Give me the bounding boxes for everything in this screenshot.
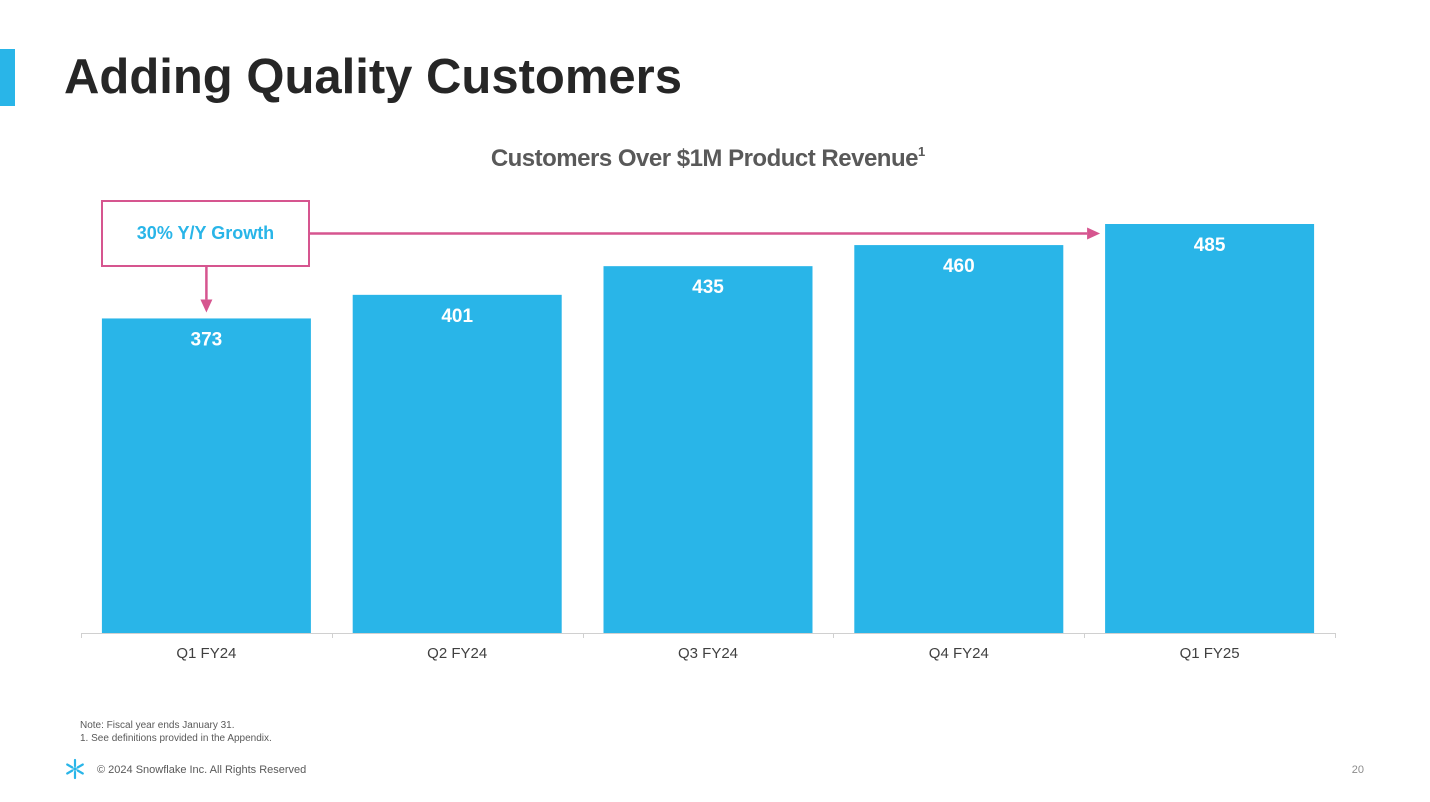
bar-value-label: 435 [692, 277, 724, 298]
growth-arrow-head-down [200, 299, 213, 313]
chart-title-text: Customers Over $1M Product Revenue [490, 145, 919, 172]
bar-q2-fy24 [352, 294, 562, 633]
x-tick-label: Q1 FY24 [176, 645, 236, 662]
title-accent-bar [0, 49, 15, 106]
copyright-text: © 2024 Snowflake Inc. All Rights Reserve… [97, 764, 307, 776]
x-tick-label: Q3 FY24 [678, 645, 738, 662]
page-number: 20 [1351, 764, 1364, 776]
bar-q1-fy25 [1105, 224, 1315, 633]
x-tick-label: Q1 FY25 [1180, 645, 1240, 662]
chart-title: Customers Over $1M Product Revenue1 [0, 144, 1416, 173]
x-tick-label: Q4 FY24 [929, 645, 989, 662]
bar-value-label: 485 [1194, 235, 1226, 256]
x-tick-label: Q2 FY24 [427, 645, 487, 662]
chart-title-footnote-marker: 1 [917, 144, 926, 159]
bar-value-label: 373 [191, 329, 223, 350]
growth-arrow-head-right [1087, 227, 1101, 240]
fiscal-year-note: Note: Fiscal year ends January 31. [80, 720, 235, 731]
bar-q4-fy24 [854, 245, 1064, 634]
bar-q1-fy24 [101, 318, 311, 633]
definitions-footnote: 1. See definitions provided in the Appen… [80, 733, 272, 744]
bar-q3-fy24 [603, 266, 813, 633]
slide-title: Adding Quality Customers [64, 50, 683, 104]
bar-value-label: 401 [441, 306, 473, 327]
growth-annotation-label: 30% Y/Y Growth [101, 200, 310, 267]
footnotes: Note: Fiscal year ends January 31. 1. Se… [80, 719, 272, 745]
bar-value-label: 460 [943, 256, 975, 277]
snowflake-icon [66, 758, 84, 780]
